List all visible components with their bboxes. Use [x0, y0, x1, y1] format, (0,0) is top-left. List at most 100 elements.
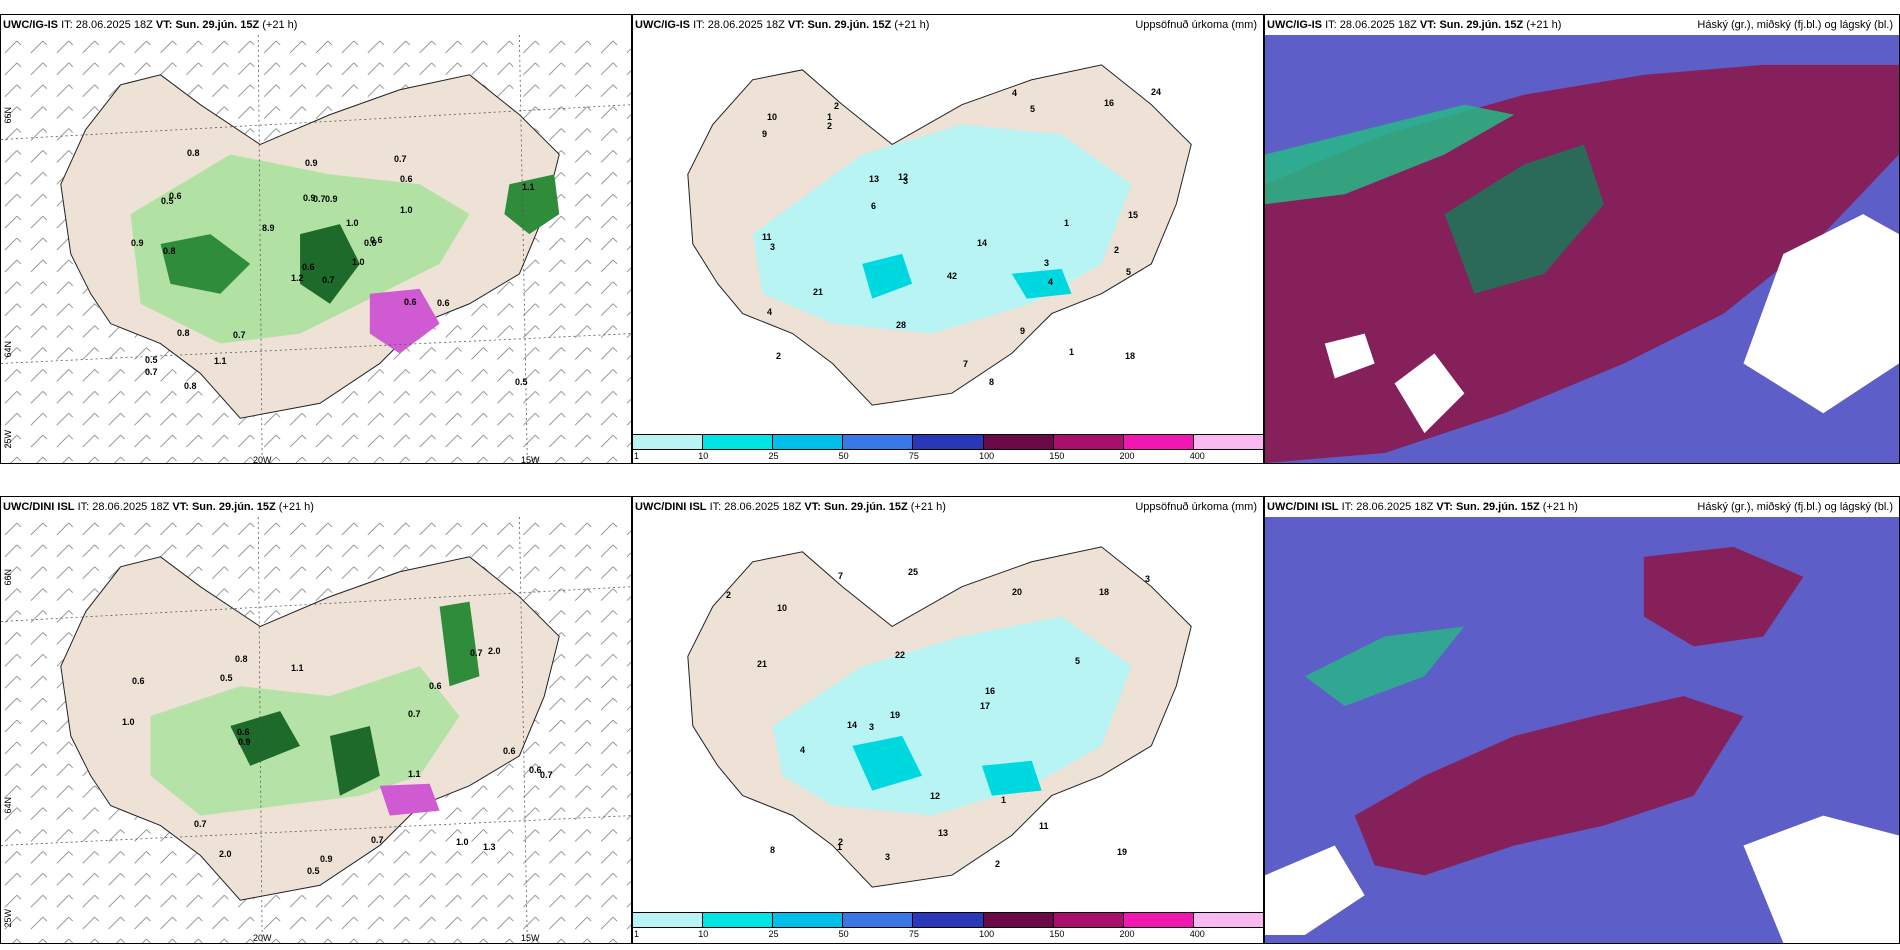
legend-swatch [1193, 435, 1263, 449]
map-value-label: 0.6 [364, 238, 377, 248]
legend-swatch [633, 913, 704, 927]
map-value-label: 3 [885, 852, 891, 862]
panel-header: UWC/IG-IS IT: 28.06.2025 18Z VT: Sun. 29… [1265, 15, 1899, 35]
map-value-label: 11 [1039, 821, 1049, 831]
map-value-label: 3 [1044, 258, 1050, 268]
legend-tick-label: 1 [634, 929, 640, 939]
wind-precip-map [1, 517, 631, 943]
map-value-label: 2 [726, 590, 732, 600]
legend-swatch [703, 435, 774, 449]
map-value-label: 9 [762, 129, 768, 139]
legend-swatch [983, 435, 1054, 449]
legend-tick-label: 1 [634, 451, 640, 461]
panel-header: UWC/IG-IS IT: 28.06.2025 18Z VT: Sun. 29… [1, 15, 631, 35]
map-value-label: 0.6 [503, 746, 516, 756]
map-value-label: 16 [985, 686, 996, 696]
map-value-label: 0.8 [184, 381, 197, 391]
map-value-label: 7 [963, 359, 969, 369]
panel-header: UWC/DINI ISL IT: 28.06.2025 18Z VT: Sun.… [1, 497, 631, 517]
map-value-label: 18 [1099, 587, 1110, 597]
panel-top-mid: UWC/IG-IS IT: 28.06.2025 18Z VT: Sun. 29… [632, 14, 1264, 464]
panel-title: Uppsöfnuð úrkoma (mm) [1135, 501, 1257, 513]
legend-swatch [773, 435, 844, 449]
map-value-label: 0.8 [177, 328, 190, 338]
map-value-label: 0.6 [237, 727, 250, 737]
precip-map [633, 517, 1263, 913]
legend-swatch [773, 913, 844, 927]
map-value-label: 0.7 [194, 819, 207, 829]
map-value-label: 24 [1151, 87, 1162, 97]
map-value-label: 0.8 [163, 246, 176, 256]
map-value-label: 0.6 [169, 191, 182, 201]
lat-label: 66N [3, 107, 13, 124]
map-value-label: 14 [977, 238, 988, 248]
panel-title: Háský (gr.), miðský (fj.bl.) og lágský (… [1697, 501, 1893, 513]
map-value-label: 5 [1126, 267, 1132, 277]
map-value-label: 2 [776, 351, 782, 361]
map-value-label: 2.0 [219, 849, 232, 859]
panel-title: Uppsöfnuð úrkoma (mm) [1135, 19, 1257, 31]
precip-legend: 1 10 25 50 75 100 150 200 400 [632, 434, 1264, 464]
lon-label: 25W [3, 430, 13, 449]
map-value-label: 1 [1001, 795, 1007, 805]
map-value-label: 1.1 [214, 356, 227, 366]
map-value-label: 25 [908, 567, 919, 577]
map-value-label: 2 [995, 859, 1001, 869]
map-value-label: 0.6 [429, 681, 442, 691]
map-value-label: 0.8 [187, 148, 200, 158]
legend-tick-label: 100 [979, 451, 995, 461]
legend-swatch [1053, 435, 1124, 449]
panel-top-right: UWC/IG-IS IT: 28.06.2025 18Z VT: Sun. 29… [1264, 14, 1900, 464]
lon-label: 25W [3, 909, 13, 928]
map-value-label: 2 [827, 121, 833, 131]
cloud-map [1265, 35, 1899, 463]
map-value-label: 0.7 [540, 770, 553, 780]
map-value-label: 13 [938, 828, 949, 838]
map-value-label: 0.5 [145, 355, 158, 365]
map-value-label: 0.6 [400, 174, 413, 184]
wind-precip-map [1, 35, 631, 463]
map-value-label: 6 [871, 201, 877, 211]
map-value-label: 1.1 [522, 182, 535, 192]
lat-label: 66N [3, 569, 13, 586]
map-value-label: 11 [762, 232, 772, 242]
map-value-label: 2 [838, 837, 844, 847]
map-value-label: 1.0 [122, 717, 135, 727]
map-value-label: 1 [837, 842, 843, 852]
map-value-label: 21 [813, 287, 824, 297]
map-value-label: 0.9 [320, 854, 333, 864]
map-value-label: 2 [1114, 245, 1120, 255]
map-value-label: 3 [1145, 574, 1151, 584]
map-value-label: 2 [834, 101, 840, 111]
map-value-label: 0.5 [515, 377, 528, 387]
map-value-label: 0.6 [302, 262, 315, 272]
map-value-label: 0.6 [437, 298, 450, 308]
map-value-label: 0.9 [325, 194, 338, 204]
lat-label: 64N [3, 797, 13, 814]
map-value-label: 8.9 [262, 223, 275, 233]
lon-label: 20W [253, 455, 272, 464]
map-value-label: 0.8 [235, 654, 248, 664]
map-value-label: 12 [930, 791, 941, 801]
map-value-label: 5 [1075, 656, 1081, 666]
precip-map [633, 35, 1263, 433]
legend-tick-label: 150 [1049, 451, 1065, 461]
map-value-label: 0.5 [307, 866, 320, 876]
map-value-label: 5 [1030, 104, 1036, 114]
panel-header: UWC/DINI ISL IT: 28.06.2025 18Z VT: Sun.… [633, 497, 1263, 517]
map-value-label: 0.6 [370, 235, 383, 245]
lat-label: 64N [3, 341, 13, 358]
legend-tick-label: 10 [698, 929, 709, 939]
legend-tick-label: 150 [1049, 929, 1065, 939]
map-value-label: 0.5 [220, 673, 233, 683]
map-value-label: 0.9 [131, 238, 144, 248]
map-value-label: 19 [890, 710, 901, 720]
legend-tick-label: 200 [1119, 929, 1135, 939]
legend-swatch [1053, 913, 1124, 927]
map-value-label: 0.7 [408, 709, 421, 719]
map-value-label: 1.0 [352, 257, 365, 267]
panel-header: UWC/DINI ISL IT: 28.06.2025 18Z VT: Sun.… [1265, 497, 1899, 517]
legend-swatch [1123, 913, 1194, 927]
map-value-label: 1.0 [400, 205, 413, 215]
legend-tick-label: 10 [698, 451, 709, 461]
